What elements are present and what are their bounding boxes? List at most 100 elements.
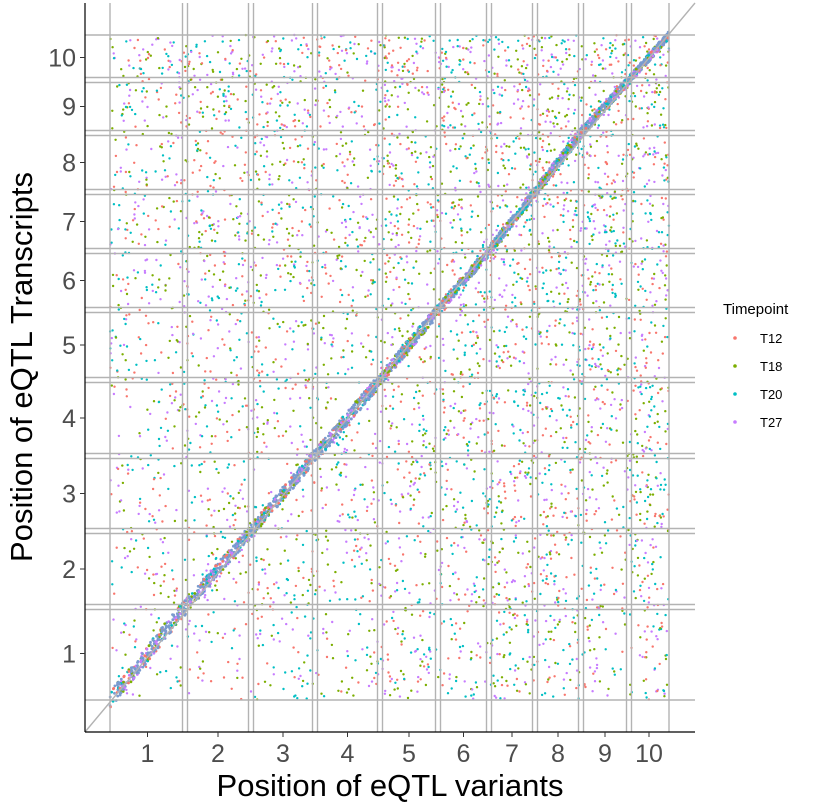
point-t12	[137, 242, 140, 245]
point-t20	[200, 624, 204, 628]
point-t12	[152, 593, 156, 597]
point-t18	[309, 438, 312, 442]
point-t12	[563, 693, 566, 696]
point-t18	[211, 70, 215, 74]
point-t27	[339, 137, 343, 141]
point-t18	[436, 215, 439, 219]
point-t20	[646, 79, 649, 82]
point-t20	[238, 338, 241, 341]
point-t12	[591, 328, 594, 331]
point-t12	[187, 538, 191, 541]
point-t18	[365, 669, 369, 672]
point-t18	[445, 432, 448, 436]
point-t12	[400, 206, 403, 209]
point-t12	[554, 319, 557, 322]
point-t20	[566, 446, 569, 450]
point-t12	[281, 434, 285, 437]
point-t18	[464, 314, 467, 317]
point-t20	[590, 365, 594, 368]
point-t27	[301, 122, 304, 125]
point-t18	[550, 96, 554, 99]
point-t20	[470, 215, 473, 218]
point-t27	[119, 289, 123, 293]
point-t18	[339, 267, 342, 270]
point-t20	[430, 206, 433, 209]
point-t20	[257, 374, 260, 377]
point-t27	[249, 265, 253, 269]
point-t27	[201, 679, 204, 682]
point-t12	[443, 131, 446, 134]
point-t20	[608, 108, 611, 111]
point-t27	[563, 250, 567, 254]
point-t12	[233, 464, 236, 467]
point-t27	[494, 696, 498, 699]
point-t27	[503, 568, 506, 571]
point-t12	[138, 501, 142, 504]
point-t18	[572, 77, 576, 81]
point-t27	[205, 214, 209, 218]
point-t12	[603, 402, 606, 406]
point-t18	[498, 551, 501, 554]
point-t18	[425, 220, 429, 223]
point-t20	[414, 390, 418, 394]
point-t18	[162, 160, 165, 163]
point-t12	[606, 388, 609, 391]
point-t12	[177, 111, 181, 115]
point-t20	[540, 392, 544, 396]
point-t27	[495, 344, 498, 347]
point-t18	[431, 447, 435, 450]
point-t20	[450, 206, 453, 209]
point-t18	[483, 297, 486, 300]
point-t18	[239, 572, 242, 575]
point-t20	[514, 598, 517, 601]
point-t20	[422, 428, 425, 431]
point-t12	[554, 56, 558, 59]
point-t27	[193, 222, 196, 225]
point-t12	[564, 125, 568, 128]
point-t27	[524, 444, 527, 447]
point-t18	[505, 679, 508, 683]
point-t27	[661, 174, 664, 177]
point-t27	[566, 286, 569, 290]
point-t20	[541, 481, 544, 484]
point-t12	[303, 167, 306, 170]
point-t20	[111, 329, 114, 332]
point-t12	[462, 46, 465, 50]
point-t20	[481, 246, 485, 249]
point-t27	[641, 448, 644, 452]
point-t18	[407, 218, 411, 221]
point-t20	[540, 693, 544, 697]
point-t27	[656, 151, 660, 155]
point-t27	[350, 529, 353, 532]
point-t27	[471, 688, 474, 691]
point-t12	[399, 256, 402, 259]
point-t20	[351, 230, 354, 234]
point-t12	[598, 272, 601, 275]
point-t18	[558, 322, 561, 325]
point-t18	[406, 136, 410, 139]
point-t20	[324, 84, 328, 88]
point-t12	[526, 563, 530, 566]
point-t27	[299, 674, 302, 678]
point-t20	[277, 387, 280, 390]
point-t20	[360, 562, 363, 565]
point-t20	[415, 50, 418, 53]
point-t12	[603, 583, 606, 586]
point-t20	[125, 345, 129, 348]
point-t12	[151, 515, 154, 518]
point-t18	[459, 145, 462, 148]
point-t20	[190, 501, 194, 504]
point-t20	[651, 384, 654, 387]
point-t27	[191, 93, 194, 96]
point-t12	[198, 52, 201, 55]
point-t27	[442, 343, 445, 347]
point-t27	[389, 221, 392, 225]
point-t18	[414, 150, 417, 153]
point-t20	[454, 510, 457, 513]
point-t18	[468, 525, 472, 528]
point-t20	[479, 290, 482, 294]
point-t18	[615, 212, 619, 215]
point-t18	[493, 72, 496, 75]
point-t12	[423, 347, 426, 350]
point-t12	[388, 165, 392, 169]
